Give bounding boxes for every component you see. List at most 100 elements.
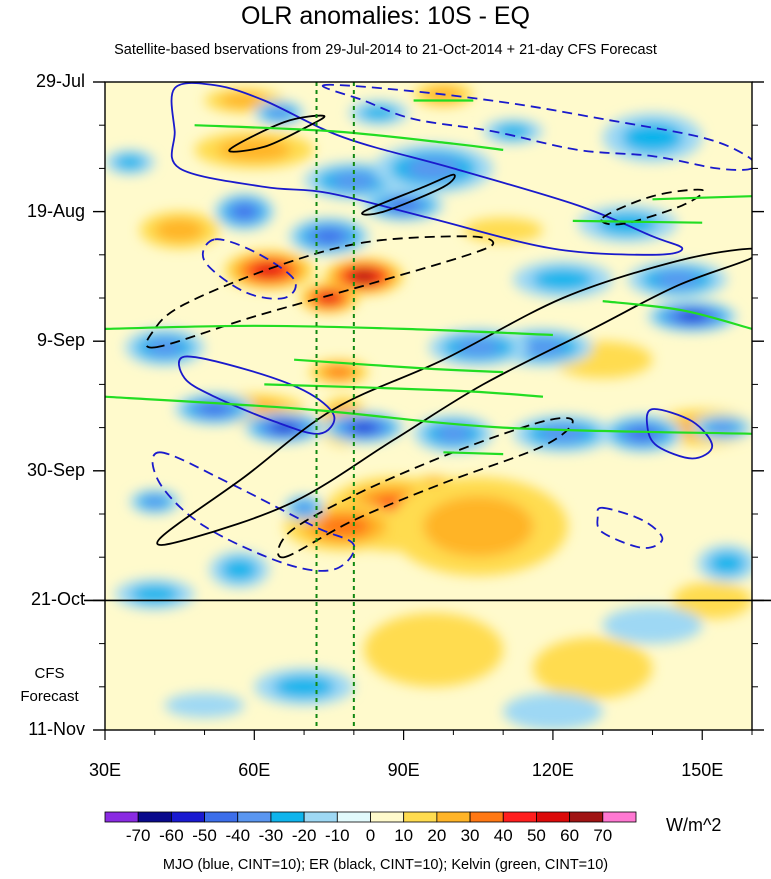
anomaly-blob-52-level-1	[602, 606, 703, 644]
er-contour-8	[361, 173, 456, 216]
colorbar-box-6	[303, 811, 338, 823]
colorbar-label-1: -60	[159, 826, 184, 845]
colorbar-label-5: -20	[292, 826, 317, 845]
anomaly-blob-16-level-2	[155, 218, 205, 242]
colorbar-label-3: -40	[225, 826, 250, 845]
colorbar-box-5	[270, 811, 305, 823]
mjo-contour-3	[178, 355, 336, 435]
kelvin-contour-18	[294, 358, 504, 374]
colorbar-label-10: 30	[461, 826, 480, 845]
mjo-contour-2	[201, 238, 297, 300]
colorbar-label-2: -50	[192, 826, 217, 845]
wave-contours	[105, 82, 752, 572]
anomaly-blob-34-level-4	[628, 427, 657, 441]
anomaly-blob-6-level-2	[423, 495, 534, 557]
mjo-contour-6	[596, 506, 664, 549]
er-contour-10	[156, 247, 752, 546]
colorbar-label-11: 40	[494, 826, 513, 845]
mjo-contour-5	[645, 408, 714, 460]
colorbar-box-3	[204, 811, 239, 823]
mjo-contour-1	[321, 83, 752, 171]
kelvin-contour-16	[105, 324, 553, 337]
colorbar-box-14	[569, 811, 604, 823]
x-tick-label-2: 90E	[387, 760, 420, 780]
anomaly-blob-14-level-1	[363, 612, 504, 687]
chart-subtitle: Satellite-based bservations from 29-Jul-…	[114, 42, 657, 58]
er-contour-9	[145, 235, 495, 349]
colorbar-box-4	[237, 811, 272, 823]
colorbar-box-7	[336, 811, 371, 823]
anomaly-blob-48-level-2	[494, 123, 532, 139]
chart-title: OLR anomalies: 10S - EQ	[240, 2, 530, 30]
y-tick-label-3: 30-Sep	[26, 459, 85, 480]
plot-frame	[104, 81, 753, 731]
kelvin-contour-13	[105, 395, 752, 435]
mjo-contour-4	[151, 451, 356, 572]
anomaly-blob-25-level-3	[406, 157, 461, 180]
anomaly-blob-33-level-3	[655, 271, 700, 288]
colorbar-box-9	[403, 811, 438, 823]
colorbar-label-9: 20	[427, 826, 446, 845]
kelvin-contour-22	[443, 451, 504, 456]
anomaly-blob-22-level-4	[389, 200, 418, 211]
x-tick-label-4: 150E	[681, 760, 724, 780]
kelvin-contour-21	[572, 219, 703, 224]
anomaly-blob-10-level-3	[325, 366, 353, 378]
anomaly-blobs	[105, 82, 752, 730]
anomaly-blob-44-level-2	[621, 122, 684, 153]
colorbar-box-13	[536, 811, 571, 823]
forecast-label-line1: CFS	[34, 665, 65, 682]
anomaly-blob-21-level-3	[268, 107, 291, 119]
anomaly-blob-29-level-3	[435, 425, 472, 442]
plot-axes	[93, 81, 764, 740]
colorbar-box-0	[104, 811, 139, 823]
colorbar-label-7: 0	[366, 826, 375, 845]
colorbar: -70 -60 -50 -40 -30 -20 -10 0 10 20 30 40 50 60 70	[104, 811, 637, 845]
x-tick-label-1: 60E	[238, 760, 271, 780]
anomaly-blob-23-level-4	[315, 229, 343, 243]
anomaly-blob-37-level-3	[456, 339, 501, 356]
y-tick-label-0: 29-Jul	[35, 71, 85, 91]
anomaly-blob-30-level-3	[520, 339, 566, 356]
anomaly-blob-20-level-4	[233, 205, 255, 219]
anomaly-blob-18-level-1	[463, 217, 543, 243]
anomaly-blob-28-level-4	[200, 403, 229, 415]
colorbar-box-15	[602, 811, 637, 823]
colorbar-box-2	[170, 811, 205, 823]
kelvin-contour-19	[652, 195, 752, 201]
er-contour-7	[228, 114, 326, 153]
anomaly-blob-41-level-2	[130, 584, 180, 604]
anomaly-blob-47-level-2	[360, 105, 398, 121]
y-tick-label-5: 11-Nov	[28, 719, 85, 739]
anomaly-blob-40-level-3	[295, 502, 313, 514]
x-tick-label-3: 120E	[531, 760, 574, 780]
anomaly-blob-27-level-5	[352, 423, 376, 433]
anomaly-blob-26-level-5	[272, 423, 296, 433]
units-label: W/m^2	[666, 815, 722, 835]
olr-anomaly-field	[105, 82, 752, 730]
anomaly-blob-1-level-6	[354, 271, 374, 281]
anomaly-blob-38-level-3	[143, 496, 166, 508]
colorbar-label-4: -30	[259, 826, 284, 845]
er-contour-12	[600, 188, 705, 226]
y-tick-label-1: 19-Aug	[26, 200, 85, 221]
forecast-label: CFS Forecast	[12, 665, 87, 705]
anomaly-blob-43-level-1	[164, 692, 245, 718]
anomaly-blob-49-level-2	[114, 154, 146, 170]
anomaly-blob-39-level-2	[221, 558, 258, 581]
anomaly-blob-51-level-1	[503, 692, 603, 730]
colorbar-box-1	[137, 811, 172, 823]
colorbar-box-11	[469, 811, 504, 823]
y-tick-label-2: 9-Sep	[36, 330, 85, 351]
anomaly-blob-42-level-2	[273, 675, 335, 699]
colorbar-label-14: 70	[593, 826, 612, 845]
colorbar-label-0: -70	[126, 826, 151, 845]
colorbar-box-12	[502, 811, 537, 823]
colorbar-label-6: -10	[325, 826, 350, 845]
kelvin-contour-15	[194, 124, 504, 151]
colorbar-label-8: 10	[394, 826, 413, 845]
colorbar-label-12: 50	[527, 826, 546, 845]
anomaly-blob-50-level-2	[708, 551, 746, 575]
kelvin-contour-14	[264, 383, 544, 398]
